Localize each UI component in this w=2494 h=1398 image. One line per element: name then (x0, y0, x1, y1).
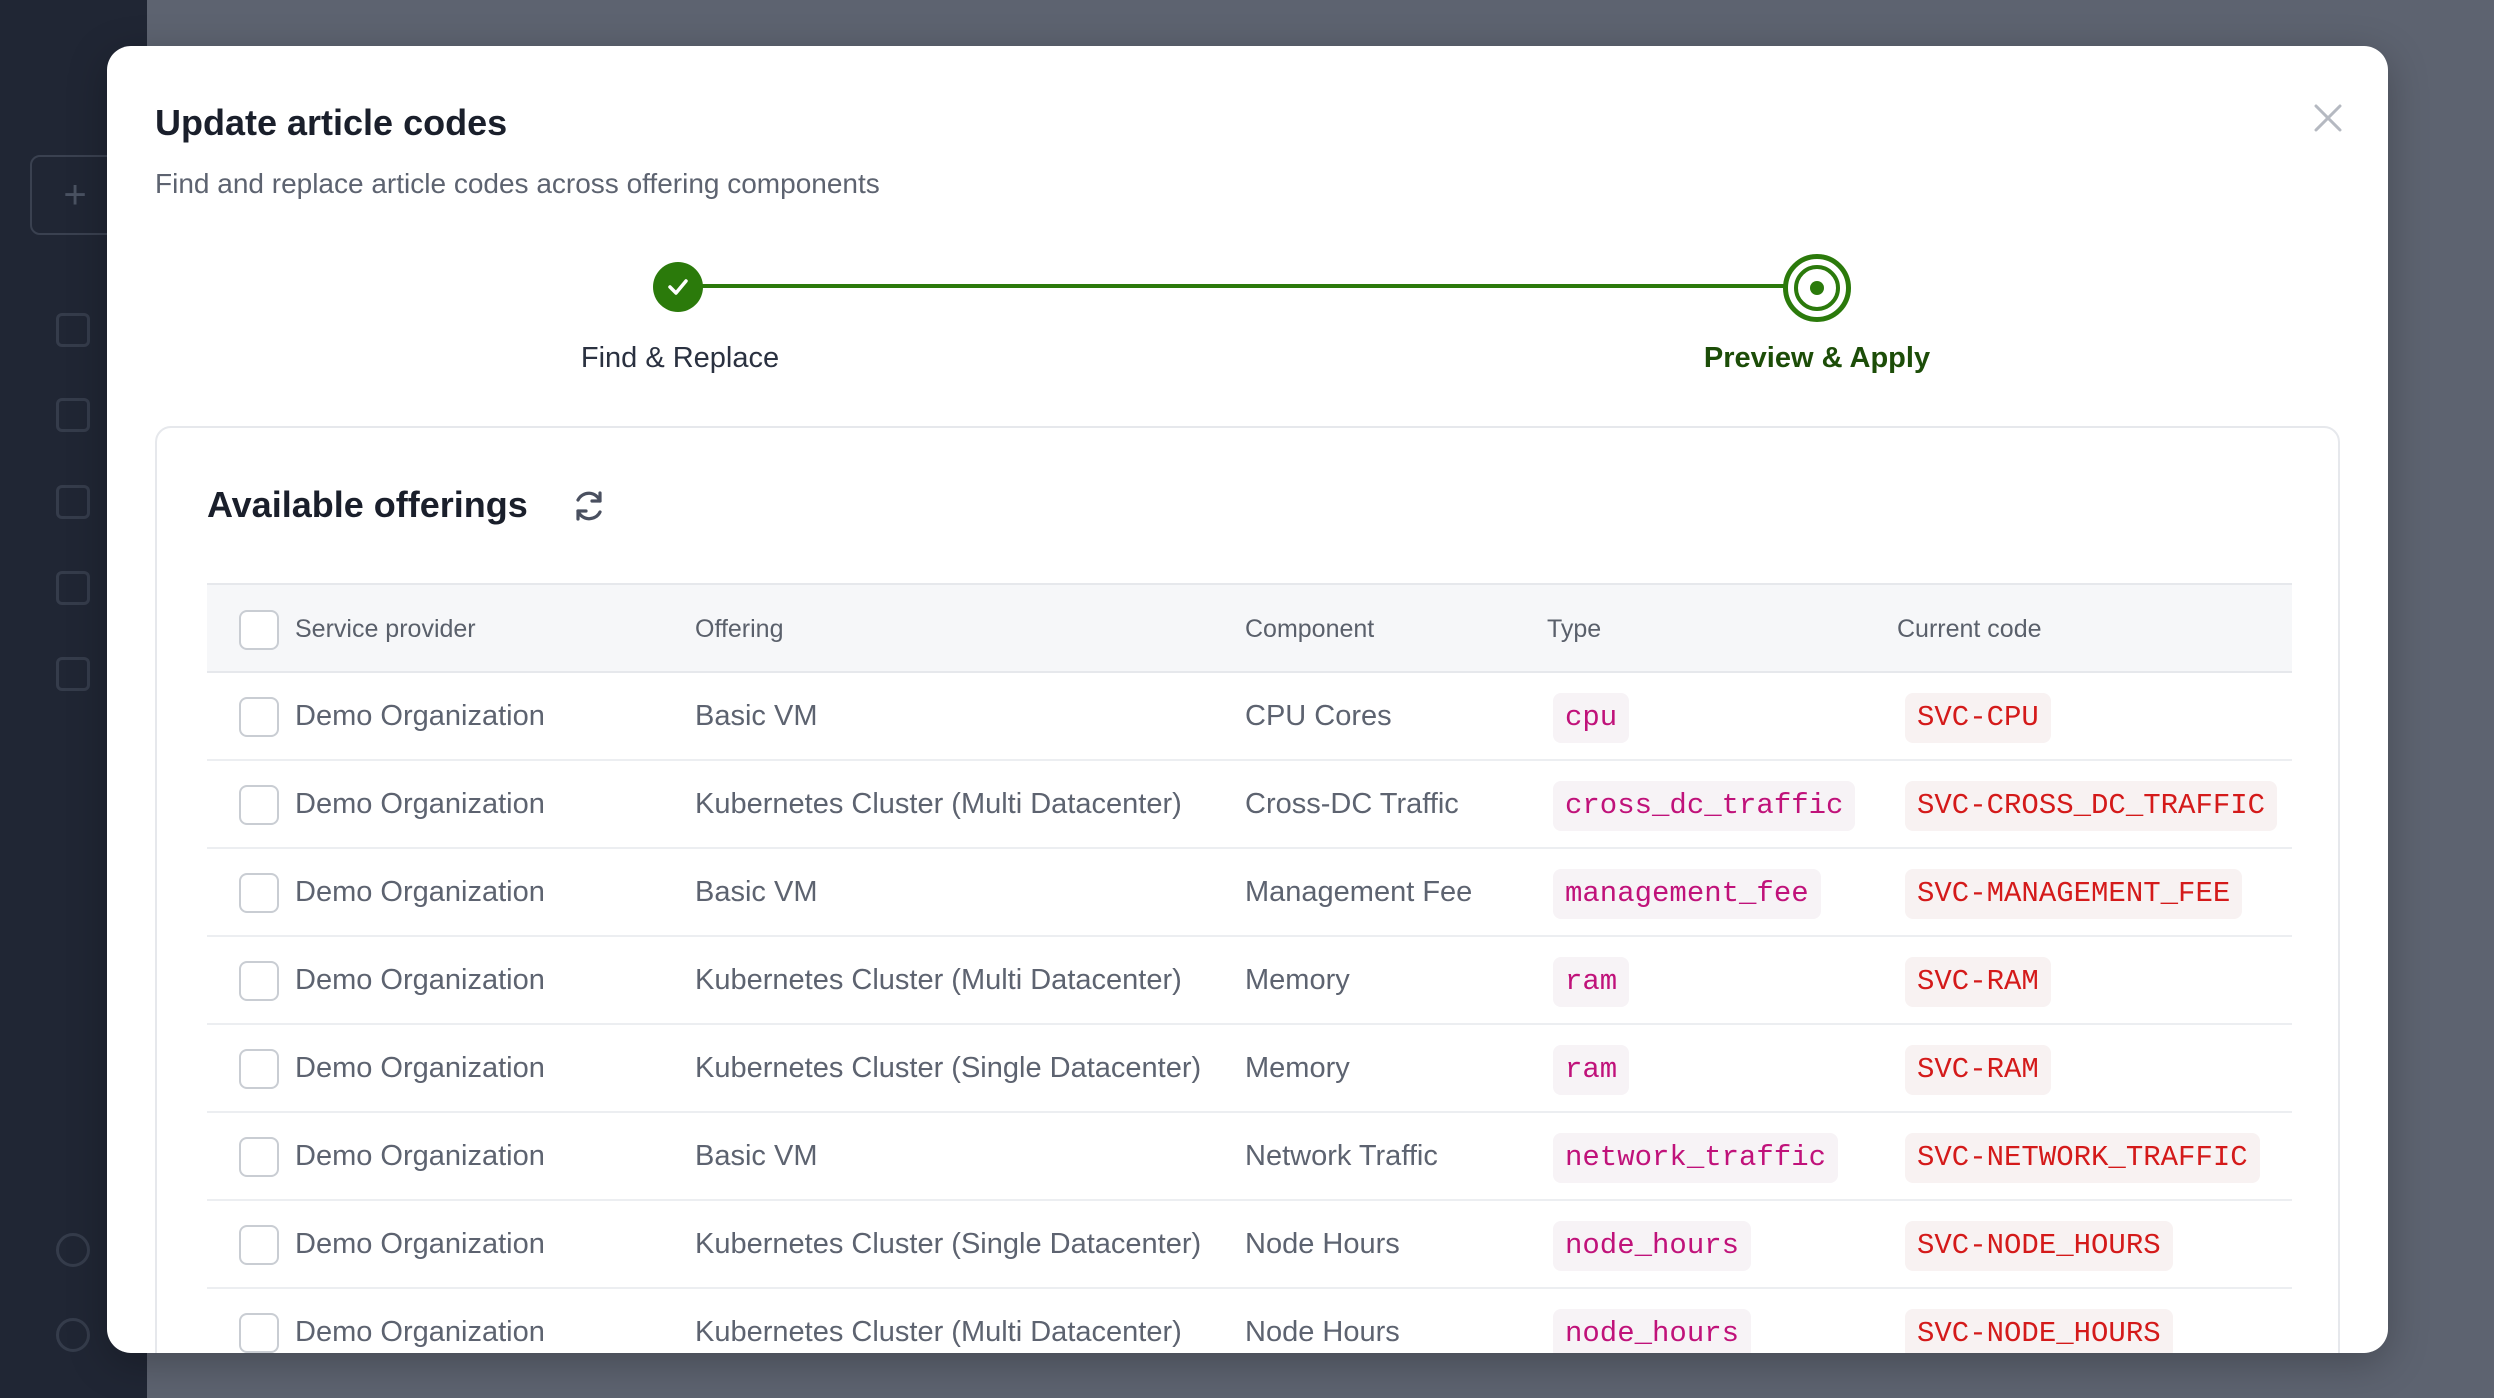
cell-type-code: ram (1553, 957, 1630, 1007)
table-row[interactable]: Demo Organization Basic VM Network Traffic… (207, 1113, 2292, 1201)
header-current-code[interactable]: Current code (1897, 615, 2042, 643)
table-body: Demo Organization Basic VM CPU Cores cpu SVC… (207, 673, 2292, 1353)
cell-offering: Kubernetes Cluster (Multi Datacenter) (695, 788, 1182, 820)
header-offering[interactable]: Offering (695, 615, 784, 643)
cell-component: Cross-DC Traffic (1245, 788, 1459, 820)
cell-service-provider: Demo Organization (295, 876, 545, 908)
header-type[interactable]: Type (1547, 615, 1602, 643)
step-find-replace-label[interactable]: Find & Replace (580, 342, 780, 374)
modal-title: Update article codes (155, 102, 508, 143)
cell-current-code: SVC-MANAGEMENT_FEE (1905, 869, 2243, 919)
cell-component: Node Hours (1245, 1316, 1400, 1348)
cell-service-provider: Demo Organization (295, 1228, 545, 1260)
cell-current-code: SVC-CROSS_DC_TRAFFIC (1905, 781, 2278, 831)
check-icon (668, 279, 688, 295)
cell-current-code: SVC-NODE_HOURS (1905, 1309, 2173, 1353)
cell-service-provider: Demo Organization (295, 1052, 545, 1084)
settings-icon (56, 1318, 90, 1352)
modal-subtitle: Find and replace article codes across of… (155, 168, 880, 199)
table-header: Service provider Offering Component Type… (207, 583, 2292, 673)
cell-offering: Basic VM (695, 1140, 818, 1172)
cell-type-code: node_hours (1553, 1221, 1752, 1271)
cell-component: Memory (1245, 964, 1350, 996)
cell-service-provider: Demo Organization (295, 700, 545, 732)
cell-current-code: SVC-CPU (1905, 693, 2051, 743)
cell-type-code: cpu (1553, 693, 1630, 743)
table-row[interactable]: Demo Organization Kubernetes Cluster (Mul… (207, 937, 2292, 1025)
cell-service-provider: Demo Organization (295, 964, 545, 996)
cell-service-provider: Demo Organization (295, 1140, 545, 1172)
card-title: Available offerings (207, 484, 528, 525)
calendar-icon (56, 398, 90, 432)
table-row[interactable]: Demo Organization Kubernetes Cluster (Mul… (207, 1289, 2292, 1353)
cell-type-code: ram (1553, 1045, 1630, 1095)
table-row[interactable]: Demo Organization Basic VM Management Fee m… (207, 849, 2292, 937)
cell-type-code: network_traffic (1553, 1133, 1839, 1183)
cell-current-code: SVC-NETWORK_TRAFFIC (1905, 1133, 2260, 1183)
row-checkbox[interactable] (239, 1137, 279, 1177)
update-article-codes-modal: Update article codes Find and replace ar… (107, 46, 2388, 1353)
row-checkbox[interactable] (239, 785, 279, 825)
header-service-provider[interactable]: Service provider (295, 615, 476, 643)
row-checkbox[interactable] (239, 873, 279, 913)
row-checkbox[interactable] (239, 1225, 279, 1265)
row-checkbox[interactable] (239, 697, 279, 737)
cell-current-code: SVC-RAM (1905, 1045, 2051, 1095)
cell-offering: Kubernetes Cluster (Single Datacenter) (695, 1228, 1202, 1260)
cell-offering: Kubernetes Cluster (Multi Datacenter) (695, 964, 1182, 996)
cell-component: Memory (1245, 1052, 1350, 1084)
close-icon[interactable] (2308, 98, 2348, 138)
support-icon (56, 1233, 90, 1267)
available-offerings-card: Available offerings Service provider Off… (155, 426, 2340, 1353)
table-row[interactable]: Demo Organization Basic VM CPU Cores cpu SVC… (207, 673, 2292, 761)
row-checkbox[interactable] (239, 1049, 279, 1089)
cell-service-provider: Demo Organization (295, 788, 545, 820)
step-preview-apply-indicator (1783, 254, 1851, 322)
cell-offering: Basic VM (695, 876, 818, 908)
cell-type-code: management_fee (1553, 869, 1821, 919)
cell-component: CPU Cores (1245, 700, 1392, 732)
cell-type-code: cross_dc_traffic (1553, 781, 1856, 831)
cell-offering: Basic VM (695, 700, 818, 732)
table-row[interactable]: Demo Organization Kubernetes Cluster (Sin… (207, 1201, 2292, 1289)
cell-current-code: SVC-RAM (1905, 957, 2051, 1007)
cell-service-provider: Demo Organization (295, 1316, 545, 1348)
cell-offering: Kubernetes Cluster (Single Datacenter) (695, 1052, 1202, 1084)
cell-component: Management Fee (1245, 876, 1473, 908)
row-checkbox[interactable] (239, 961, 279, 1001)
refresh-icon[interactable] (569, 486, 609, 526)
cart-icon (56, 657, 90, 691)
table-row[interactable]: Demo Organization Kubernetes Cluster (Sin… (207, 1025, 2292, 1113)
cell-current-code: SVC-NODE_HOURS (1905, 1221, 2173, 1271)
table-row[interactable]: Demo Organization Kubernetes Cluster (Mul… (207, 761, 2292, 849)
header-component[interactable]: Component (1245, 615, 1375, 643)
cell-component: Node Hours (1245, 1228, 1400, 1260)
cell-type-code: node_hours (1553, 1309, 1752, 1353)
chart-icon (56, 571, 90, 605)
home-icon (56, 313, 90, 347)
select-all-checkbox[interactable] (239, 610, 279, 650)
offerings-table: Service provider Offering Component Type… (207, 583, 2292, 1353)
row-checkbox[interactable] (239, 1313, 279, 1353)
step-preview-apply-label: Preview & Apply (1703, 342, 1931, 374)
stepper-connector (677, 284, 1821, 288)
cell-component: Network Traffic (1245, 1140, 1438, 1172)
grid-icon (56, 485, 90, 519)
step-find-replace-indicator[interactable] (653, 262, 703, 312)
cell-offering: Kubernetes Cluster (Multi Datacenter) (695, 1316, 1182, 1348)
